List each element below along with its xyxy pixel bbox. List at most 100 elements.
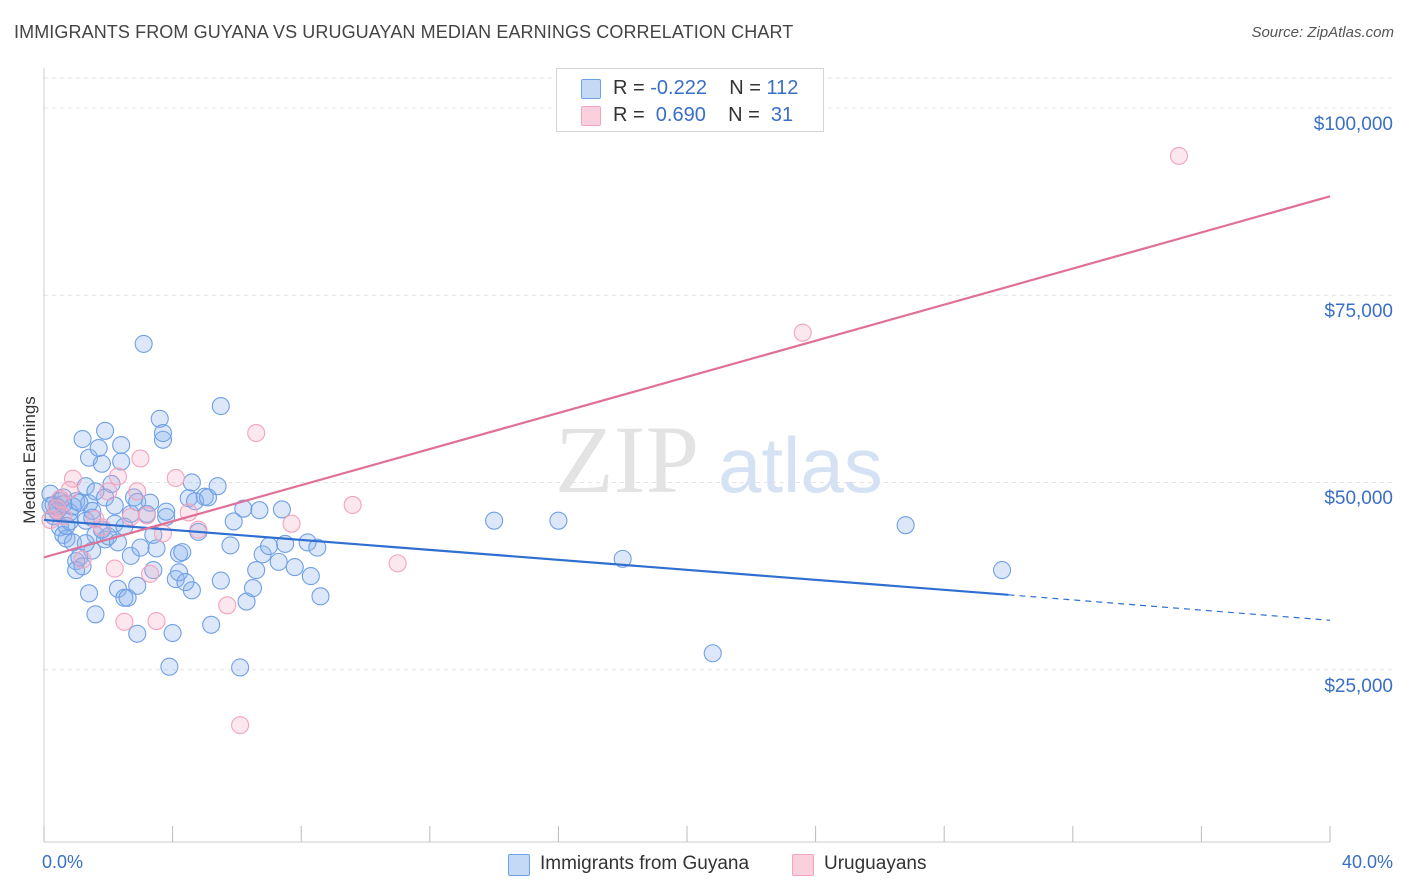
point-uruguayan [1169, 146, 1188, 165]
point-guyana [86, 482, 105, 501]
point-uruguayan [99, 482, 118, 501]
point-uruguayan [128, 482, 147, 501]
axes [43, 68, 1331, 843]
point-guyana [112, 452, 131, 471]
point-uruguayan [60, 480, 79, 500]
legend-n-label: N = [729, 77, 761, 99]
point-uruguayan [73, 550, 92, 569]
point-uruguayan [137, 506, 156, 525]
point-guyana [73, 429, 92, 449]
point-guyana [211, 571, 230, 590]
point-guyana [993, 561, 1012, 580]
gridlines [44, 77, 1392, 671]
legend-n-value: 112 [766, 77, 799, 99]
point-guyana [485, 511, 504, 530]
point-guyana [234, 499, 253, 518]
point-guyana [147, 539, 166, 558]
point-uruguayan [47, 499, 66, 518]
point-guyana [231, 658, 250, 677]
point-guyana [160, 657, 179, 676]
point-uruguayan [793, 323, 812, 342]
point-guyana [169, 544, 189, 563]
x-tick-label-max: 40.0% [1341, 852, 1393, 872]
trend-line-uruguayans [43, 195, 1331, 559]
y-tick-label: $100,000 [1313, 113, 1393, 135]
legend-n-label: N = [728, 104, 760, 126]
point-guyana [703, 644, 722, 663]
point-uruguayan [147, 611, 166, 631]
point-guyana [128, 492, 147, 511]
y-tick-label: $50,000 [1324, 488, 1393, 510]
point-uruguayan [218, 596, 237, 615]
point-guyana [202, 615, 221, 634]
point-uruguayan [121, 507, 140, 526]
point-guyana [896, 516, 915, 535]
trend-line-guyana-extension [1008, 594, 1331, 621]
point-guyana [112, 435, 131, 455]
trend-lines [43, 195, 1331, 621]
point-uruguayan [189, 520, 208, 539]
bottom-legend-swatch-uruguayans [792, 854, 814, 876]
series-uruguayans-points [41, 146, 1188, 735]
point-guyana [269, 552, 288, 571]
point-uruguayan [247, 423, 266, 443]
point-guyana [89, 438, 108, 458]
point-uruguayan [166, 468, 185, 488]
point-guyana [208, 477, 227, 496]
watermark-zip: ZIP [555, 406, 699, 513]
point-uruguayan [92, 518, 111, 537]
trend-line-guyana [43, 518, 1009, 596]
point-guyana [176, 573, 195, 592]
point-guyana [128, 624, 147, 643]
point-guyana [224, 512, 243, 531]
point-guyana [70, 493, 89, 512]
point-guyana [86, 605, 105, 624]
bottom-legend-label-guyana: Immigrants from Guyana [540, 853, 750, 874]
bottom-legend-label-uruguayans: Uruguayans [824, 853, 927, 874]
point-guyana [153, 423, 173, 443]
y-axis-label-wrap: Median Earnings [10, 300, 50, 620]
point-uruguayan [51, 489, 70, 508]
point-uruguayan [141, 564, 160, 583]
source-label: Source: ZipAtlas.com [1251, 24, 1394, 41]
point-guyana [301, 567, 320, 586]
legend-r-value: -0.222 [650, 77, 707, 99]
point-guyana [63, 533, 82, 552]
point-guyana [157, 502, 176, 521]
point-uruguayan [343, 495, 362, 514]
point-guyana [92, 454, 111, 473]
point-uruguayan [153, 524, 173, 543]
point-guyana [182, 473, 201, 492]
point-guyana [79, 584, 99, 603]
point-guyana [243, 579, 263, 598]
point-uruguayan [105, 559, 124, 578]
point-guyana [247, 561, 266, 580]
point-guyana [308, 538, 327, 557]
point-guyana [83, 508, 102, 527]
point-guyana [613, 549, 632, 568]
point-guyana [150, 409, 169, 428]
legend-r-label: R = [613, 77, 645, 99]
point-uruguayan [115, 612, 134, 631]
point-guyana [211, 397, 230, 416]
point-uruguayan [231, 716, 250, 735]
y-axis-label: Median Earnings [20, 396, 39, 524]
point-uruguayan [131, 449, 150, 468]
legend-r-label: R = [613, 104, 645, 126]
point-uruguayan [108, 467, 127, 486]
point-guyana [131, 538, 150, 557]
x-tick-label-min: 0.0% [42, 852, 84, 872]
y-tick-label: $75,000 [1324, 301, 1393, 323]
point-guyana [153, 430, 173, 449]
point-guyana [118, 588, 137, 607]
bottom-legend-swatch-guyana [508, 854, 530, 876]
point-guyana [250, 501, 269, 520]
point-guyana [272, 500, 291, 519]
point-guyana [134, 334, 153, 353]
point-uruguayan [63, 469, 82, 488]
legend-swatch-guyana [581, 79, 601, 99]
point-guyana [173, 543, 192, 562]
point-guyana [73, 557, 92, 576]
correlation-legend: R = -0.222 N = 112 R = 0.690 N = 31 [556, 68, 824, 132]
